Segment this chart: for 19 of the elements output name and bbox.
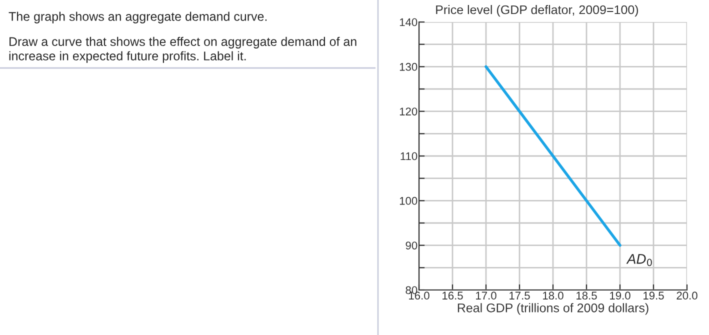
text: The graph shows an aggregate demand curve. [8, 12, 267, 24]
x-tick-label: 18.5 [576, 292, 597, 300]
chart-title: Price level (GDP deflator, 2009=100) [436, 4, 638, 17]
y-tick-label: 130 [400, 62, 418, 71]
x-tick-label: 18.0 [543, 292, 564, 300]
series-label: AD$_{0}$ [626, 254, 652, 266]
y-tick-label: 100 [400, 196, 418, 205]
y-tick-label: 140 [400, 18, 418, 26]
x-axis-title: Real GDP (trillions of 2009 dollars) [458, 303, 648, 315]
y-tick-label: 120 [400, 108, 418, 116]
x-tick-label: 16.5 [442, 292, 463, 300]
x-tick-label: 17.0 [476, 292, 496, 300]
x-tick-label: 17.5 [510, 292, 530, 300]
y-tick-label: 90 [406, 242, 418, 250]
x-tick-label: 20.0 [676, 292, 698, 300]
x-tick-label: 19.5 [644, 292, 664, 300]
y-tick-label: 110 [400, 152, 418, 160]
text: Draw a curve that shows the effect on aggregate demand of an increase in expected future profits. Label it. [9, 36, 356, 63]
x-tick-label: 19.0 [610, 292, 630, 300]
